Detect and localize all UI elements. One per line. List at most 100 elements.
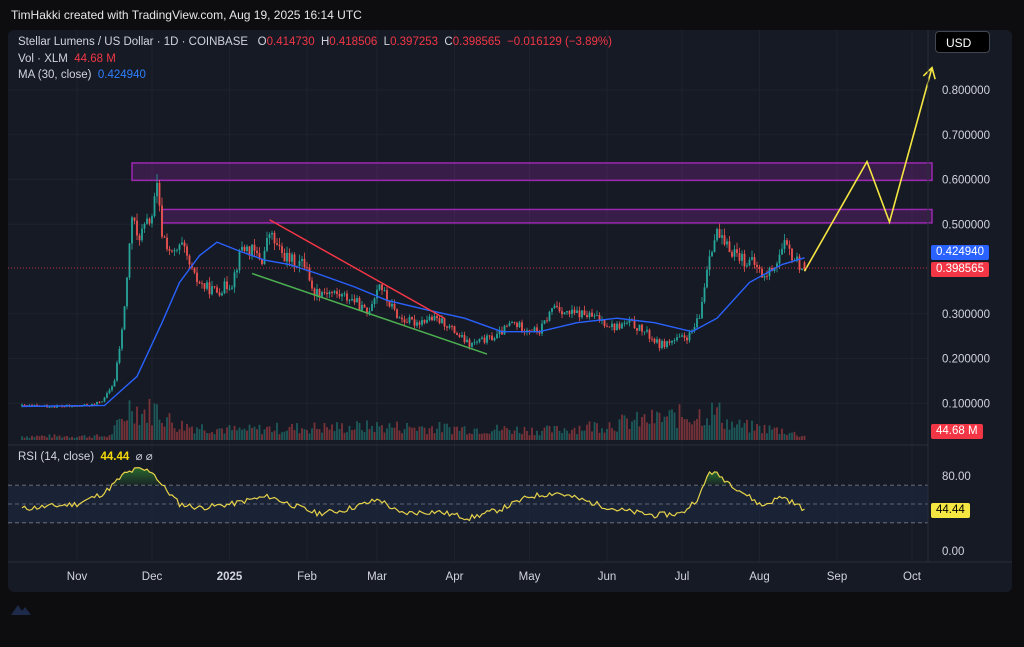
candle-body — [48, 407, 51, 408]
volume-bar — [633, 419, 636, 440]
volume-bar — [598, 432, 601, 440]
candle-body — [218, 292, 221, 296]
candle-body — [428, 316, 431, 320]
candle-body — [508, 323, 511, 326]
ma-price-tag: 0.424940 — [931, 245, 989, 260]
candle-body — [618, 323, 621, 329]
volume-bar — [773, 427, 776, 440]
volume-bar — [138, 424, 141, 440]
volume-bar — [383, 432, 386, 440]
candle-body — [446, 326, 448, 328]
volume-bar — [538, 435, 541, 440]
candle-body — [366, 307, 368, 314]
volume-bar — [268, 426, 271, 440]
candle-body — [548, 311, 551, 321]
volume-bar — [776, 427, 778, 440]
volume-bar — [758, 425, 761, 440]
volume-bar — [648, 423, 651, 440]
candle-body — [646, 329, 648, 332]
volume-bar — [463, 426, 466, 440]
volume-bar — [321, 432, 323, 440]
candle-body — [678, 336, 681, 338]
volume-bar — [668, 410, 671, 440]
volume-tag: 44.68 M — [931, 424, 983, 439]
volume-bar — [576, 434, 578, 440]
volume-bar — [338, 428, 341, 440]
volume-bar — [228, 425, 231, 440]
currency-button[interactable]: USD — [935, 31, 990, 53]
volume-bar — [246, 430, 248, 440]
candle-body — [318, 289, 321, 297]
candle-body — [208, 282, 211, 295]
candle-body — [561, 311, 563, 315]
candle-body — [673, 340, 676, 341]
candle-body — [133, 217, 136, 221]
candle-body — [198, 282, 201, 284]
rsi-visibility-icons[interactable]: ⌀ ⌀ — [135, 451, 153, 463]
candle-body — [391, 303, 393, 307]
volume-bar — [263, 429, 266, 440]
candle-body — [421, 320, 423, 325]
volume-bar — [51, 437, 53, 440]
volume-bar — [743, 423, 746, 440]
volume-bar — [198, 429, 201, 440]
candle-body — [718, 229, 721, 238]
volume-bar — [233, 425, 236, 440]
volume-bar — [703, 425, 706, 440]
volume-bar — [733, 427, 736, 440]
candle-body — [496, 333, 498, 339]
volume-bar — [543, 427, 546, 440]
volume-bar — [333, 431, 336, 440]
volume-bar — [231, 430, 233, 440]
candle-body — [241, 246, 243, 251]
volume-bar — [78, 436, 81, 440]
volume-bar — [646, 422, 648, 440]
volume-bar — [61, 437, 63, 440]
candle-body — [216, 287, 218, 293]
volume-bar — [718, 402, 721, 440]
candle-body — [281, 246, 283, 253]
candle-body — [516, 322, 518, 327]
volume-bar — [323, 422, 326, 440]
volume-bar — [643, 414, 646, 440]
candle-body — [393, 303, 396, 310]
volume-bar — [638, 426, 641, 440]
volume-bar — [783, 433, 786, 440]
candle-body — [578, 310, 581, 318]
volume-bar — [471, 433, 473, 440]
volume-bar — [43, 435, 46, 440]
volume-bar — [171, 422, 173, 440]
candle-body — [271, 232, 273, 235]
volume-bar — [211, 431, 213, 440]
candle-body — [463, 335, 466, 343]
rsi-overbought-fill — [704, 471, 730, 486]
candle-body — [258, 252, 261, 260]
volume-bar — [408, 426, 411, 440]
ma-value: 0.424940 — [97, 69, 146, 81]
volume-bar — [116, 420, 118, 440]
time-axis-label: 2025 — [217, 571, 243, 583]
volume-bar — [23, 437, 26, 440]
candle-body — [346, 293, 348, 301]
volume-bar — [728, 429, 731, 440]
candle-body — [468, 339, 471, 347]
candle-body — [136, 220, 138, 236]
candle-body — [233, 272, 236, 288]
volume-bar — [658, 412, 661, 440]
candle-body — [648, 329, 651, 339]
volume-bar — [583, 430, 586, 440]
volume-bar — [791, 432, 793, 440]
candle-body — [571, 309, 573, 315]
volume-bar — [781, 428, 783, 440]
candle-body — [501, 330, 503, 335]
volume-bar — [148, 398, 151, 440]
volume-bar — [756, 423, 758, 440]
volume-bar — [326, 427, 328, 440]
rsi-pane — [8, 467, 928, 524]
volume-bar — [541, 430, 543, 440]
volume-bar — [738, 419, 741, 440]
volume-bar — [736, 424, 738, 440]
candle-body — [596, 315, 598, 316]
candle-body — [186, 246, 188, 256]
